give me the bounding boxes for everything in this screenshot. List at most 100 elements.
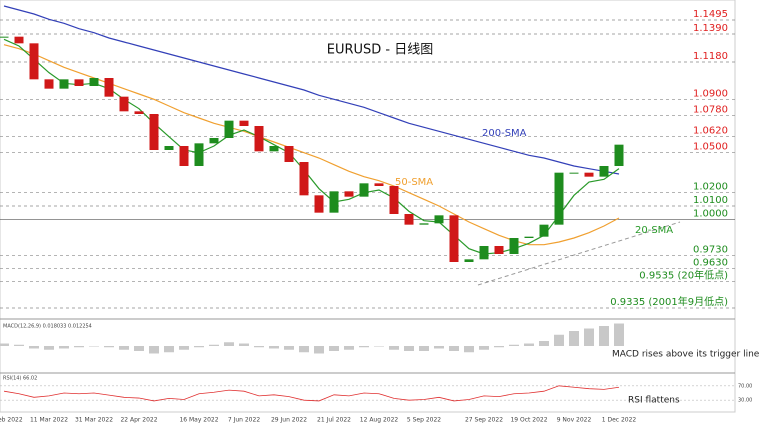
candle <box>29 43 39 80</box>
sma-line <box>3 5 620 175</box>
macd-bar <box>329 346 339 351</box>
x-tick-label: 29 Jun 2022 <box>271 417 307 424</box>
candle <box>284 146 294 162</box>
candle <box>44 79 54 89</box>
candle <box>479 246 489 260</box>
macd-bar <box>254 346 264 348</box>
candle <box>59 79 69 89</box>
level-label: 1.1495 <box>693 9 728 20</box>
x-tick-label: 17 Feb 2022 <box>0 417 23 424</box>
x-tick-label: 19 Oct 2022 <box>510 417 547 424</box>
candle <box>599 166 609 177</box>
candle <box>269 146 279 152</box>
level-label: 1.0200 <box>693 182 728 193</box>
rsi-tick-label: 30.00 <box>738 398 752 404</box>
rsi-annotation: RSI flattens <box>628 396 680 406</box>
candle <box>554 172 564 225</box>
candle <box>389 186 399 214</box>
candle <box>539 224 549 237</box>
level-label: 1.0780 <box>693 104 728 115</box>
x-tick-label: 27 Sep 2022 <box>465 417 503 424</box>
level-label: 1.0620 <box>693 126 728 137</box>
macd-bar <box>104 346 114 348</box>
macd-bar <box>209 344 219 346</box>
macd-bar <box>374 346 384 347</box>
candle <box>359 183 369 197</box>
candle <box>0 36 9 38</box>
macd-bar <box>149 346 159 354</box>
candle <box>89 78 99 86</box>
macd-bar <box>569 331 579 346</box>
macd-bar <box>404 346 414 351</box>
candle <box>329 191 339 213</box>
macd-bar <box>194 346 204 348</box>
candle <box>74 79 84 86</box>
candle <box>194 143 204 166</box>
macd-bar <box>179 346 189 350</box>
x-tick-label: 11 Mar 2022 <box>30 417 68 424</box>
macd-bar <box>479 346 489 350</box>
candle <box>119 96 129 112</box>
macd-bar <box>584 328 594 346</box>
candle <box>164 146 174 150</box>
macd-bar <box>614 323 624 346</box>
candle <box>254 126 264 152</box>
macd-bar <box>14 344 24 346</box>
macd-bar <box>269 346 279 349</box>
macd-bar <box>29 346 39 349</box>
macd-bar <box>134 346 144 351</box>
macd-bar <box>119 346 129 350</box>
level-label: 0.9630 <box>693 258 728 269</box>
macd-bar <box>164 346 174 353</box>
candle <box>494 246 504 254</box>
x-tick-label: 12 Aug 2022 <box>360 417 399 424</box>
candle <box>584 172 594 177</box>
macd-bar <box>0 343 9 346</box>
macd-label: MACD(12,26,9) 0.018033 0.012254 <box>3 324 92 330</box>
candle <box>404 214 414 225</box>
level-label: 0.9730 <box>693 244 728 255</box>
macd-bar <box>344 346 354 350</box>
macd-bar <box>539 341 549 346</box>
rsi-tick-label: 70.00 <box>738 383 752 389</box>
level-label: 1.1180 <box>693 51 728 62</box>
macd-bar <box>74 346 84 348</box>
candle <box>149 114 159 150</box>
level-label: 1.0000 <box>693 208 728 219</box>
x-tick-label: 9 Nov 2022 <box>557 417 592 424</box>
macd-bar <box>314 346 324 354</box>
sma-label: 200-SMA <box>482 128 527 139</box>
macd-bar <box>449 346 459 351</box>
x-tick-label: 1 Dec 2022 <box>602 417 637 424</box>
macd-bar <box>284 346 294 350</box>
candle <box>314 195 324 213</box>
x-tick-label: 21 Jul 2022 <box>317 417 351 424</box>
candle <box>209 138 219 144</box>
candle <box>374 183 384 186</box>
level-label: 1.1390 <box>693 23 728 34</box>
macd-annotation: MACD rises above its trigger line <box>612 350 760 360</box>
candle <box>299 162 309 196</box>
candle <box>449 215 459 262</box>
candle <box>464 259 474 262</box>
candle <box>14 36 24 44</box>
level-label: 1.0100 <box>693 195 728 206</box>
chart-title: EURUSD - 日线图 <box>327 43 434 58</box>
candle <box>239 120 249 126</box>
candle <box>614 144 624 166</box>
level-label: 0.9535 (20年低点) <box>639 268 728 281</box>
candle <box>569 172 579 174</box>
macd-bar <box>59 346 69 349</box>
macd-bar <box>224 342 234 346</box>
macd-bar <box>359 346 369 348</box>
sma-label: 20-SMA <box>635 225 673 236</box>
x-tick-label: 16 May 2022 <box>179 417 218 424</box>
x-tick-label: 22 Apr 2022 <box>120 417 157 424</box>
macd-bar <box>299 346 309 353</box>
level-label: 1.0900 <box>693 88 728 99</box>
macd-bar <box>524 343 534 346</box>
macd-bar <box>599 326 609 346</box>
macd-bar <box>464 346 474 353</box>
candle <box>509 238 519 254</box>
